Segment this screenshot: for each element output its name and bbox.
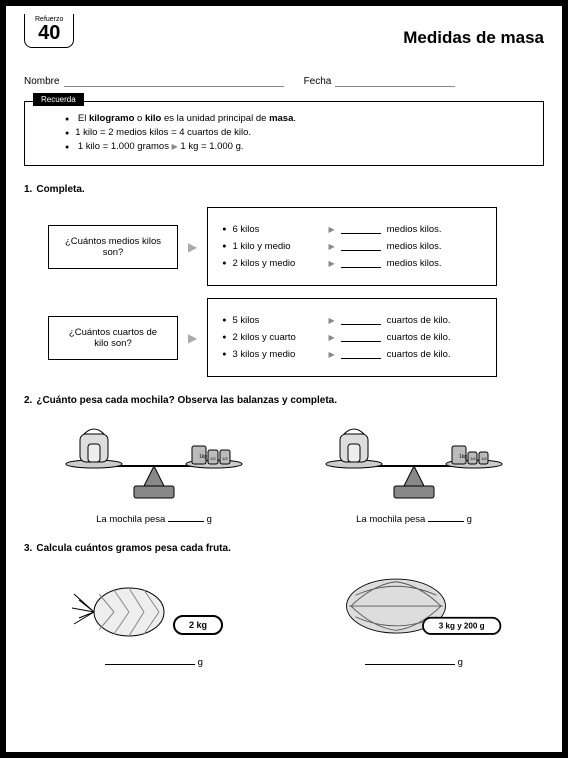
ex1-row-1: ¿Cuántos medios kilos son? ▶ ●6 kilos▶me…: [48, 207, 544, 286]
recuerda-tab: Recuerda: [33, 93, 84, 106]
blank-input[interactable]: [168, 513, 204, 522]
svg-text:1/4: 1/4: [470, 456, 476, 461]
svg-text:1/2: 1/2: [210, 456, 216, 461]
page-title: Medidas de masa: [403, 28, 544, 48]
exercise-1: 1.Completa. ¿Cuántos medios kilos son? ▶…: [24, 184, 544, 377]
fecha-label: Fecha: [304, 76, 332, 87]
balance-scale-icon: 1kg 1/4 1/4: [314, 416, 514, 506]
svg-text:1kg: 1kg: [459, 454, 467, 460]
blank-input[interactable]: [341, 242, 381, 251]
blank-input[interactable]: [365, 656, 455, 665]
svg-text:2 kg: 2 kg: [189, 620, 207, 630]
ex1-row-2: ¿Cuántos cuartos de kilo son? ▶ ●5 kilos…: [48, 298, 544, 377]
recuerda-line-1: El kilogramo o kilo es la unidad princip…: [65, 113, 531, 124]
ex1-answers-1: ●6 kilos▶medios kilos. ●1 kilo y medio▶m…: [207, 207, 497, 286]
recuerda-box: Recuerda El kilogramo o kilo es la unida…: [24, 101, 544, 166]
svg-text:1/4: 1/4: [481, 456, 487, 461]
recuerda-line-2: 1 kilo = 2 medios kilos = 4 cuartos de k…: [65, 127, 531, 138]
blank-input[interactable]: [428, 513, 464, 522]
refuerzo-tab: Refuerzo 40: [24, 14, 74, 48]
blank-input[interactable]: [341, 316, 381, 325]
arrow-icon: ▶: [188, 240, 197, 254]
svg-text:1/2: 1/2: [222, 456, 228, 461]
blank-input[interactable]: [105, 656, 195, 665]
balance-2: 1kg 1/4 1/4 La mochila pesa g: [304, 416, 524, 525]
ex3-heading: 3.Calcula cuántos gramos pesa cada fruta…: [24, 543, 544, 554]
name-date-row: Nombre Fecha: [24, 76, 544, 87]
svg-text:3 kg y 200 g: 3 kg y 200 g: [439, 622, 485, 631]
ex1-answers-2: ●5 kilos▶cuartos de kilo. ●2 kilos y cua…: [207, 298, 497, 377]
fruit-1: 2 kg g: [44, 564, 264, 668]
balance-scale-icon: 1kg 1/2 1/2: [54, 416, 254, 506]
blank-input[interactable]: [341, 225, 381, 234]
refuerzo-number: 40: [35, 23, 63, 43]
balance-1: 1kg 1/2 1/2 La mochila pesa g: [44, 416, 264, 525]
svg-text:1kg: 1kg: [199, 454, 207, 460]
nombre-label: Nombre: [24, 76, 60, 87]
ex1-heading: 1.Completa.: [24, 184, 544, 195]
exercise-2: 2.¿Cuánto pesa cada mochila? Observa las…: [24, 395, 544, 525]
arrow-icon: ▶: [188, 331, 197, 345]
ex1-question-1: ¿Cuántos medios kilos son?: [48, 225, 178, 269]
blank-input[interactable]: [341, 333, 381, 342]
ex2-heading: 2.¿Cuánto pesa cada mochila? Observa las…: [24, 395, 544, 406]
fruit-2: 3 kg y 200 g g: [304, 564, 524, 668]
blank-input[interactable]: [341, 259, 381, 268]
recuerda-line-3: 1 kilo = 1.000 gramos ▶ 1 kg = 1.000 g.: [65, 141, 531, 152]
exercise-3: 3.Calcula cuántos gramos pesa cada fruta…: [24, 543, 544, 668]
ex1-question-2: ¿Cuántos cuartos de kilo son?: [48, 316, 178, 360]
pineapple-icon: 2 kg: [64, 564, 244, 649]
worksheet-header: Refuerzo 40 Medidas de masa: [24, 18, 544, 70]
watermelon-icon: 3 kg y 200 g: [324, 564, 504, 649]
fecha-input-line[interactable]: [335, 77, 455, 87]
nombre-input-line[interactable]: [64, 77, 284, 87]
blank-input[interactable]: [341, 350, 381, 359]
